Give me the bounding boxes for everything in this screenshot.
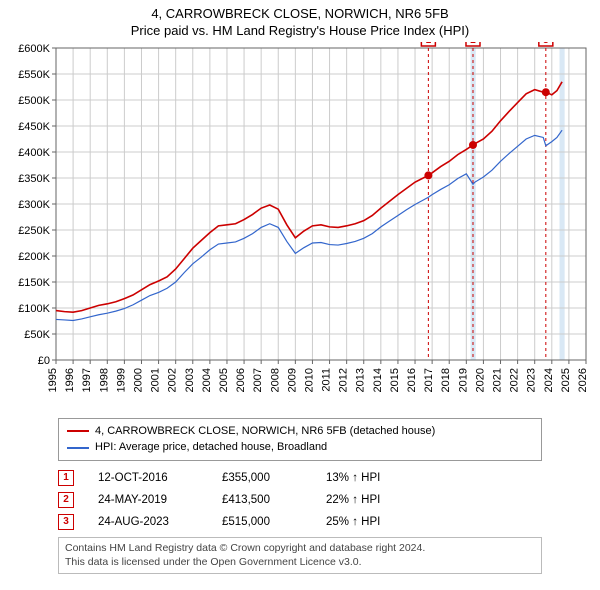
svg-text:2007: 2007 bbox=[252, 368, 264, 392]
svg-text:2016: 2016 bbox=[406, 368, 418, 392]
svg-text:2023: 2023 bbox=[526, 368, 538, 392]
legend-row: 4, CARROWBRECK CLOSE, NORWICH, NR6 5FB (… bbox=[67, 423, 533, 440]
svg-text:2009: 2009 bbox=[286, 368, 298, 392]
svg-text:2011: 2011 bbox=[321, 368, 333, 392]
legend-row: HPI: Average price, detached house, Broa… bbox=[67, 439, 533, 456]
svg-text:2021: 2021 bbox=[492, 368, 504, 392]
transaction-marker: 3 bbox=[58, 514, 74, 530]
svg-text:£0: £0 bbox=[38, 355, 50, 367]
svg-text:2003: 2003 bbox=[184, 368, 196, 392]
transaction-price: £355,000 bbox=[222, 472, 302, 484]
svg-text:2014: 2014 bbox=[372, 368, 384, 392]
svg-text:£400K: £400K bbox=[18, 147, 50, 159]
chart-container: 4, CARROWBRECK CLOSE, NORWICH, NR6 5FB P… bbox=[0, 0, 600, 578]
svg-text:2012: 2012 bbox=[338, 368, 350, 392]
svg-text:2013: 2013 bbox=[355, 368, 367, 392]
transaction-row: 2 24-MAY-2019 £413,500 22% ↑ HPI bbox=[58, 489, 542, 511]
svg-text:£200K: £200K bbox=[18, 251, 50, 263]
legend-swatch bbox=[67, 430, 89, 432]
svg-text:2020: 2020 bbox=[474, 368, 486, 392]
transaction-pct: 22% ↑ HPI bbox=[326, 494, 416, 506]
svg-text:2008: 2008 bbox=[269, 368, 281, 392]
transaction-row: 3 24-AUG-2023 £515,000 25% ↑ HPI bbox=[58, 511, 542, 533]
chart-title-line2: Price paid vs. HM Land Registry's House … bbox=[8, 23, 592, 38]
svg-text:2006: 2006 bbox=[235, 368, 247, 392]
legend-label: 4, CARROWBRECK CLOSE, NORWICH, NR6 5FB (… bbox=[95, 423, 435, 440]
svg-text:1995: 1995 bbox=[47, 368, 59, 392]
plot-area: £0 £50K £100K £150K £200K £250K £300K £350K £400… bbox=[8, 42, 592, 412]
svg-text:£50K: £50K bbox=[24, 329, 50, 341]
svg-text:2001: 2001 bbox=[150, 368, 162, 392]
svg-text:£150K: £150K bbox=[18, 277, 50, 289]
chart-title-line1: 4, CARROWBRECK CLOSE, NORWICH, NR6 5FB bbox=[8, 6, 592, 23]
svg-text:£350K: £350K bbox=[18, 173, 50, 185]
svg-text:2026: 2026 bbox=[577, 368, 589, 392]
svg-text:2002: 2002 bbox=[167, 368, 179, 392]
transaction-date: 24-AUG-2023 bbox=[98, 516, 198, 528]
transaction-date: 24-MAY-2019 bbox=[98, 494, 198, 506]
svg-text:£300K: £300K bbox=[18, 199, 50, 211]
svg-text:2: 2 bbox=[470, 42, 476, 46]
svg-text:£600K: £600K bbox=[18, 43, 50, 55]
svg-text:2015: 2015 bbox=[389, 368, 401, 392]
transaction-date: 12-OCT-2016 bbox=[98, 472, 198, 484]
svg-text:2022: 2022 bbox=[509, 368, 521, 392]
transaction-price: £413,500 bbox=[222, 494, 302, 506]
svg-text:2017: 2017 bbox=[423, 368, 435, 392]
svg-text:1: 1 bbox=[426, 42, 432, 46]
svg-text:1998: 1998 bbox=[98, 368, 110, 392]
legend-swatch bbox=[67, 447, 89, 449]
svg-text:1999: 1999 bbox=[115, 368, 127, 392]
svg-text:2018: 2018 bbox=[440, 368, 452, 392]
plot-svg: £0 £50K £100K £150K £200K £250K £300K £350K £400… bbox=[8, 42, 592, 412]
svg-text:3: 3 bbox=[543, 42, 549, 46]
svg-text:2000: 2000 bbox=[132, 368, 144, 392]
legend-label: HPI: Average price, detached house, Broa… bbox=[95, 439, 327, 456]
transaction-marker: 1 bbox=[58, 470, 74, 486]
svg-text:£550K: £550K bbox=[18, 69, 50, 81]
transaction-price: £515,000 bbox=[222, 516, 302, 528]
svg-text:2004: 2004 bbox=[201, 368, 213, 392]
svg-text:2019: 2019 bbox=[457, 368, 469, 392]
transaction-marker: 2 bbox=[58, 492, 74, 508]
svg-text:1997: 1997 bbox=[81, 368, 93, 392]
transaction-pct: 25% ↑ HPI bbox=[326, 516, 416, 528]
transaction-pct: 13% ↑ HPI bbox=[326, 472, 416, 484]
legend: 4, CARROWBRECK CLOSE, NORWICH, NR6 5FB (… bbox=[58, 418, 542, 461]
svg-text:2005: 2005 bbox=[218, 368, 230, 392]
svg-text:£450K: £450K bbox=[18, 121, 50, 133]
footnote: Contains HM Land Registry data © Crown c… bbox=[58, 537, 542, 574]
svg-text:£500K: £500K bbox=[18, 95, 50, 107]
svg-text:2025: 2025 bbox=[560, 368, 572, 392]
svg-text:£250K: £250K bbox=[18, 225, 50, 237]
transaction-row: 1 12-OCT-2016 £355,000 13% ↑ HPI bbox=[58, 467, 542, 489]
footnote-line1: Contains HM Land Registry data © Crown c… bbox=[65, 542, 535, 556]
svg-text:£100K: £100K bbox=[18, 303, 50, 315]
svg-text:2010: 2010 bbox=[303, 368, 315, 392]
transaction-table: 1 12-OCT-2016 £355,000 13% ↑ HPI 2 24-MAY-201… bbox=[58, 467, 542, 533]
svg-text:1996: 1996 bbox=[64, 368, 76, 392]
footnote-line2: This data is licensed under the Open Gov… bbox=[65, 556, 535, 570]
svg-text:2024: 2024 bbox=[543, 368, 555, 392]
